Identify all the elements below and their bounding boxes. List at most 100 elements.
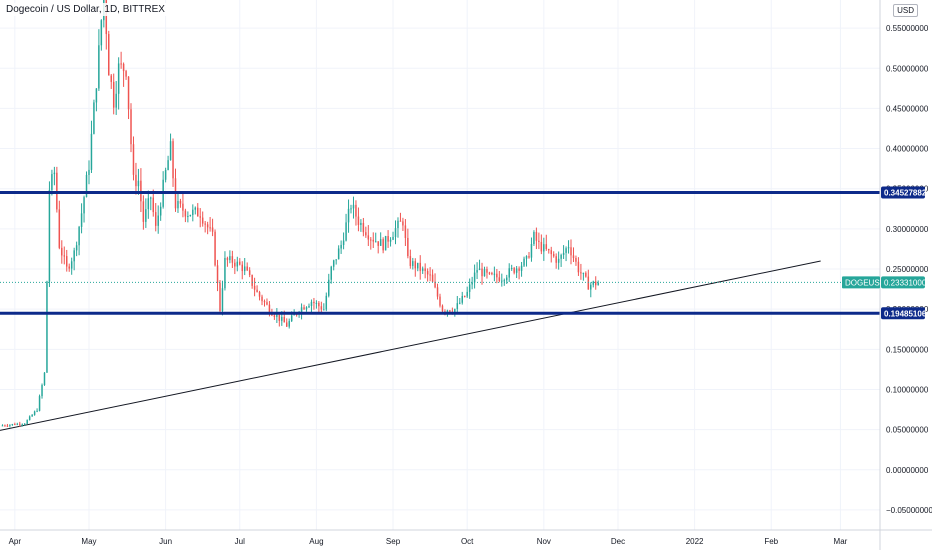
candle-body <box>137 180 140 187</box>
grid-layer <box>0 0 880 530</box>
candle-body <box>434 281 436 288</box>
y-tick-label: 0.10000000 <box>886 385 929 394</box>
candle-body <box>1 425 4 427</box>
level-value: 0.34527882 <box>884 189 927 198</box>
candle-body <box>454 309 456 313</box>
candle-body <box>426 271 429 275</box>
candle-body <box>533 231 535 245</box>
candle-body <box>135 174 137 187</box>
candle-body <box>419 262 421 271</box>
symbol-name: DOGEUSD <box>845 278 886 287</box>
candle-body <box>172 141 174 179</box>
candle-body <box>290 315 293 322</box>
candle-body <box>496 273 498 278</box>
candle-body <box>545 244 548 250</box>
candle-body <box>261 296 263 302</box>
candle-body <box>518 268 520 271</box>
candle-body <box>360 222 362 225</box>
x-tick-label: Mar <box>834 537 848 546</box>
candle-body <box>85 174 88 198</box>
candle-body <box>506 277 508 281</box>
candle-body <box>424 268 426 272</box>
y-tick-label: 0.45000000 <box>886 104 929 113</box>
y-tick-label: 0.30000000 <box>886 225 929 234</box>
candle-body <box>263 301 266 303</box>
candle-body <box>313 301 315 304</box>
candle-body <box>394 228 397 237</box>
candle-body <box>328 279 330 296</box>
candle-body <box>577 261 580 273</box>
candle-body <box>201 217 204 224</box>
candle-layer <box>1 0 599 428</box>
candle-body <box>570 247 572 256</box>
candle-body <box>53 172 56 175</box>
candle-body <box>372 239 374 242</box>
candle-body <box>214 231 216 266</box>
candle-body <box>78 226 80 246</box>
candle-body <box>164 170 167 180</box>
candle-body <box>342 240 345 245</box>
candle-body <box>412 261 414 266</box>
candle-body <box>159 206 162 216</box>
candle-body <box>209 227 211 229</box>
candle-body <box>130 109 132 145</box>
candle-body <box>14 424 16 426</box>
candle-body <box>110 75 112 82</box>
candle-body <box>392 236 394 240</box>
candle-body <box>100 20 103 46</box>
candle-body <box>142 201 145 222</box>
candle-body <box>288 321 290 327</box>
level-tag <box>881 307 925 320</box>
candle-body <box>352 204 355 209</box>
candle-body <box>58 209 61 248</box>
candle-body <box>337 248 340 260</box>
candle-body <box>520 265 523 271</box>
x-tick-label: Jun <box>159 537 172 546</box>
candle-body <box>330 266 332 280</box>
candle-body <box>182 203 184 211</box>
candle-body <box>580 272 582 274</box>
candle-body <box>515 268 518 273</box>
candle-body <box>575 257 577 262</box>
candle-body <box>407 237 409 257</box>
candle-body <box>449 310 451 312</box>
candle-body <box>315 302 318 304</box>
candle-body <box>441 305 444 312</box>
candle-body <box>592 281 594 285</box>
candle-body <box>508 268 510 278</box>
candle-body <box>216 265 219 284</box>
candle-body <box>248 270 251 275</box>
candle-body <box>286 322 288 327</box>
candle-body <box>66 256 68 267</box>
candle-body <box>528 256 530 258</box>
candle-body <box>132 144 135 175</box>
x-tick-label: Apr <box>9 537 22 546</box>
candle-body <box>560 254 562 259</box>
candle-body <box>239 261 241 265</box>
candle-body <box>463 296 466 298</box>
y-tick-label: −0.05000000 <box>886 506 932 515</box>
candle-body <box>46 281 48 373</box>
candle-body <box>503 280 506 282</box>
candle-body <box>362 222 365 233</box>
candle-body <box>177 201 179 209</box>
currency-button[interactable]: USD <box>893 4 918 17</box>
chart-title: Dogecoin / US Dollar, 1D, BITTREX <box>4 3 167 16</box>
candle-body <box>122 63 125 72</box>
candle-body <box>525 256 528 259</box>
x-tick-label: Sep <box>386 537 401 546</box>
candle-body <box>513 267 515 273</box>
candle-body <box>6 425 9 427</box>
candle-body <box>243 266 246 272</box>
candle-body <box>446 310 449 312</box>
candle-body <box>70 261 73 269</box>
candle-body <box>572 255 575 258</box>
candle-body <box>61 247 63 256</box>
candle-body <box>323 309 325 311</box>
candle-body <box>154 212 157 226</box>
x-tick-label: Aug <box>309 537 323 546</box>
candle-body <box>28 416 31 421</box>
x-tick-label: Dec <box>611 537 625 546</box>
